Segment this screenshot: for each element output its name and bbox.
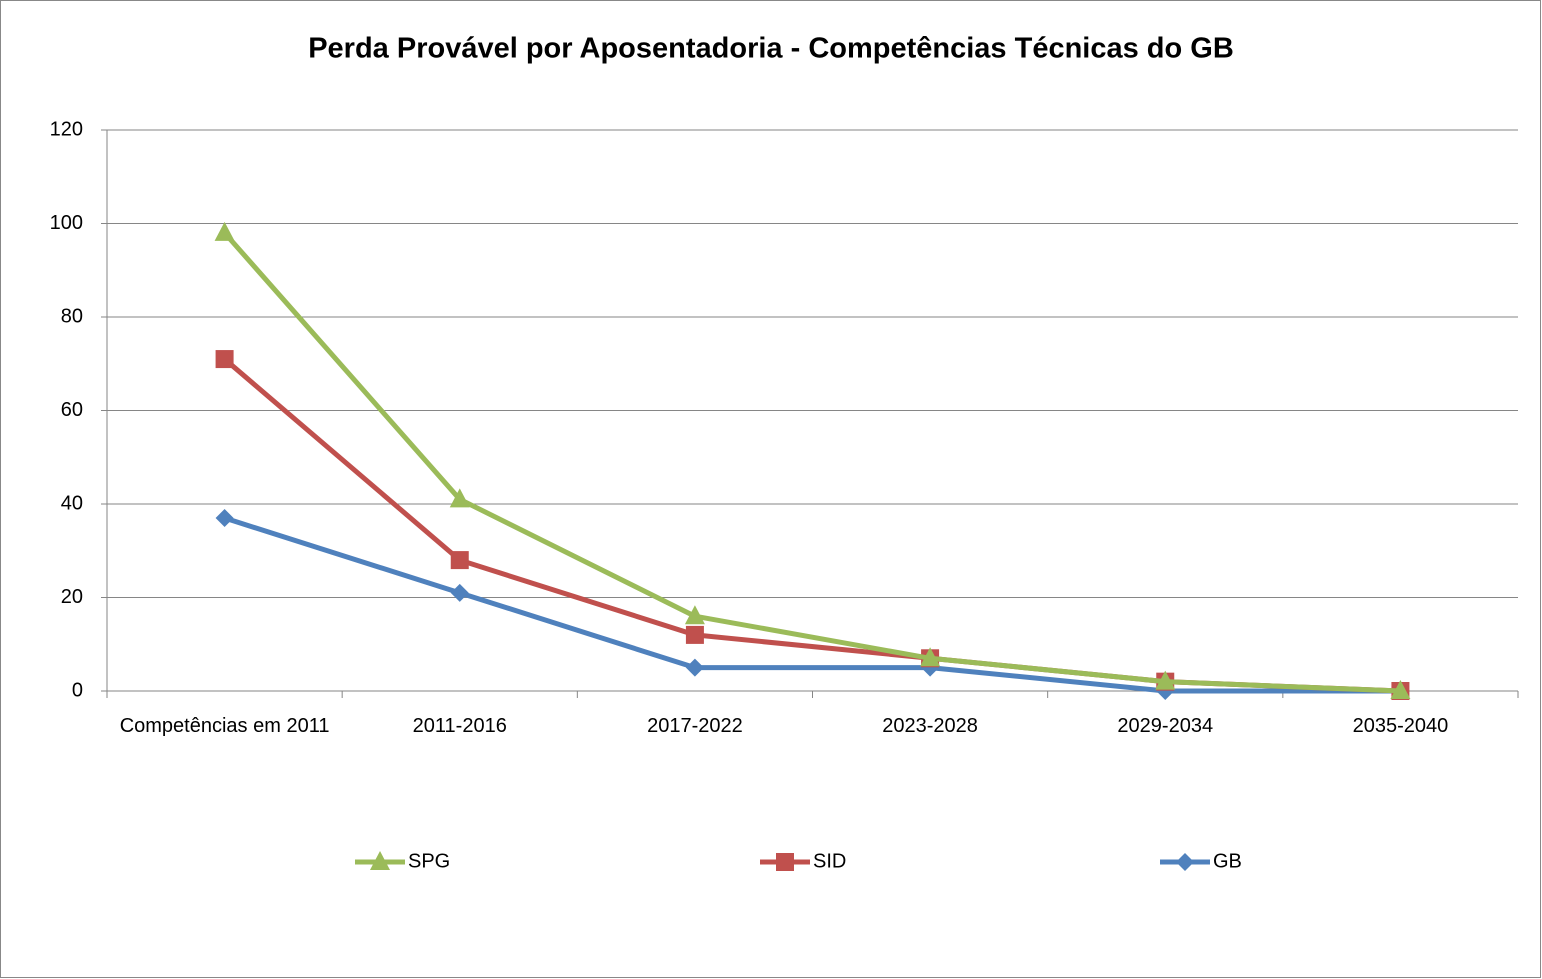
y-tick-label: 0	[72, 679, 83, 701]
x-tick-label: 2011-2016	[412, 715, 507, 737]
series-line	[223, 515, 1401, 694]
data-point	[214, 221, 235, 241]
data-point	[215, 350, 234, 369]
series-line	[222, 231, 1401, 694]
y-tick-label: 60	[61, 399, 83, 421]
legend-marker	[776, 853, 794, 871]
y-tick-label: 100	[50, 212, 83, 234]
data-point	[1155, 670, 1176, 690]
legend-label: GB	[1213, 850, 1242, 872]
legend-marker	[1176, 853, 1194, 871]
legend-label: SID	[813, 850, 846, 872]
data-point	[449, 488, 470, 508]
y-tick-label: 40	[61, 492, 83, 514]
x-tick-label: 2035-2040	[1352, 715, 1449, 737]
x-tick-label: Competências em 2011	[119, 715, 330, 737]
x-tick-label: 2023-2028	[882, 715, 978, 737]
data-point	[684, 605, 705, 625]
legend-marker	[370, 851, 390, 870]
x-tick-label: 2029-2034	[1117, 715, 1214, 737]
y-tick-label: 80	[61, 305, 83, 327]
data-point	[215, 509, 234, 528]
data-point	[685, 658, 704, 677]
data-point	[685, 625, 704, 644]
data-point	[450, 551, 469, 570]
y-tick-label: 120	[50, 118, 83, 140]
x-tick-label: 2017-2022	[647, 715, 743, 737]
data-point	[1390, 680, 1411, 699]
legend-label: SPG	[408, 850, 450, 872]
chart-title: Perda Provável por Aposentadoria - Compe…	[308, 33, 1234, 65]
data-point	[920, 647, 941, 667]
y-tick-label: 20	[61, 586, 83, 608]
data-point	[450, 583, 469, 602]
